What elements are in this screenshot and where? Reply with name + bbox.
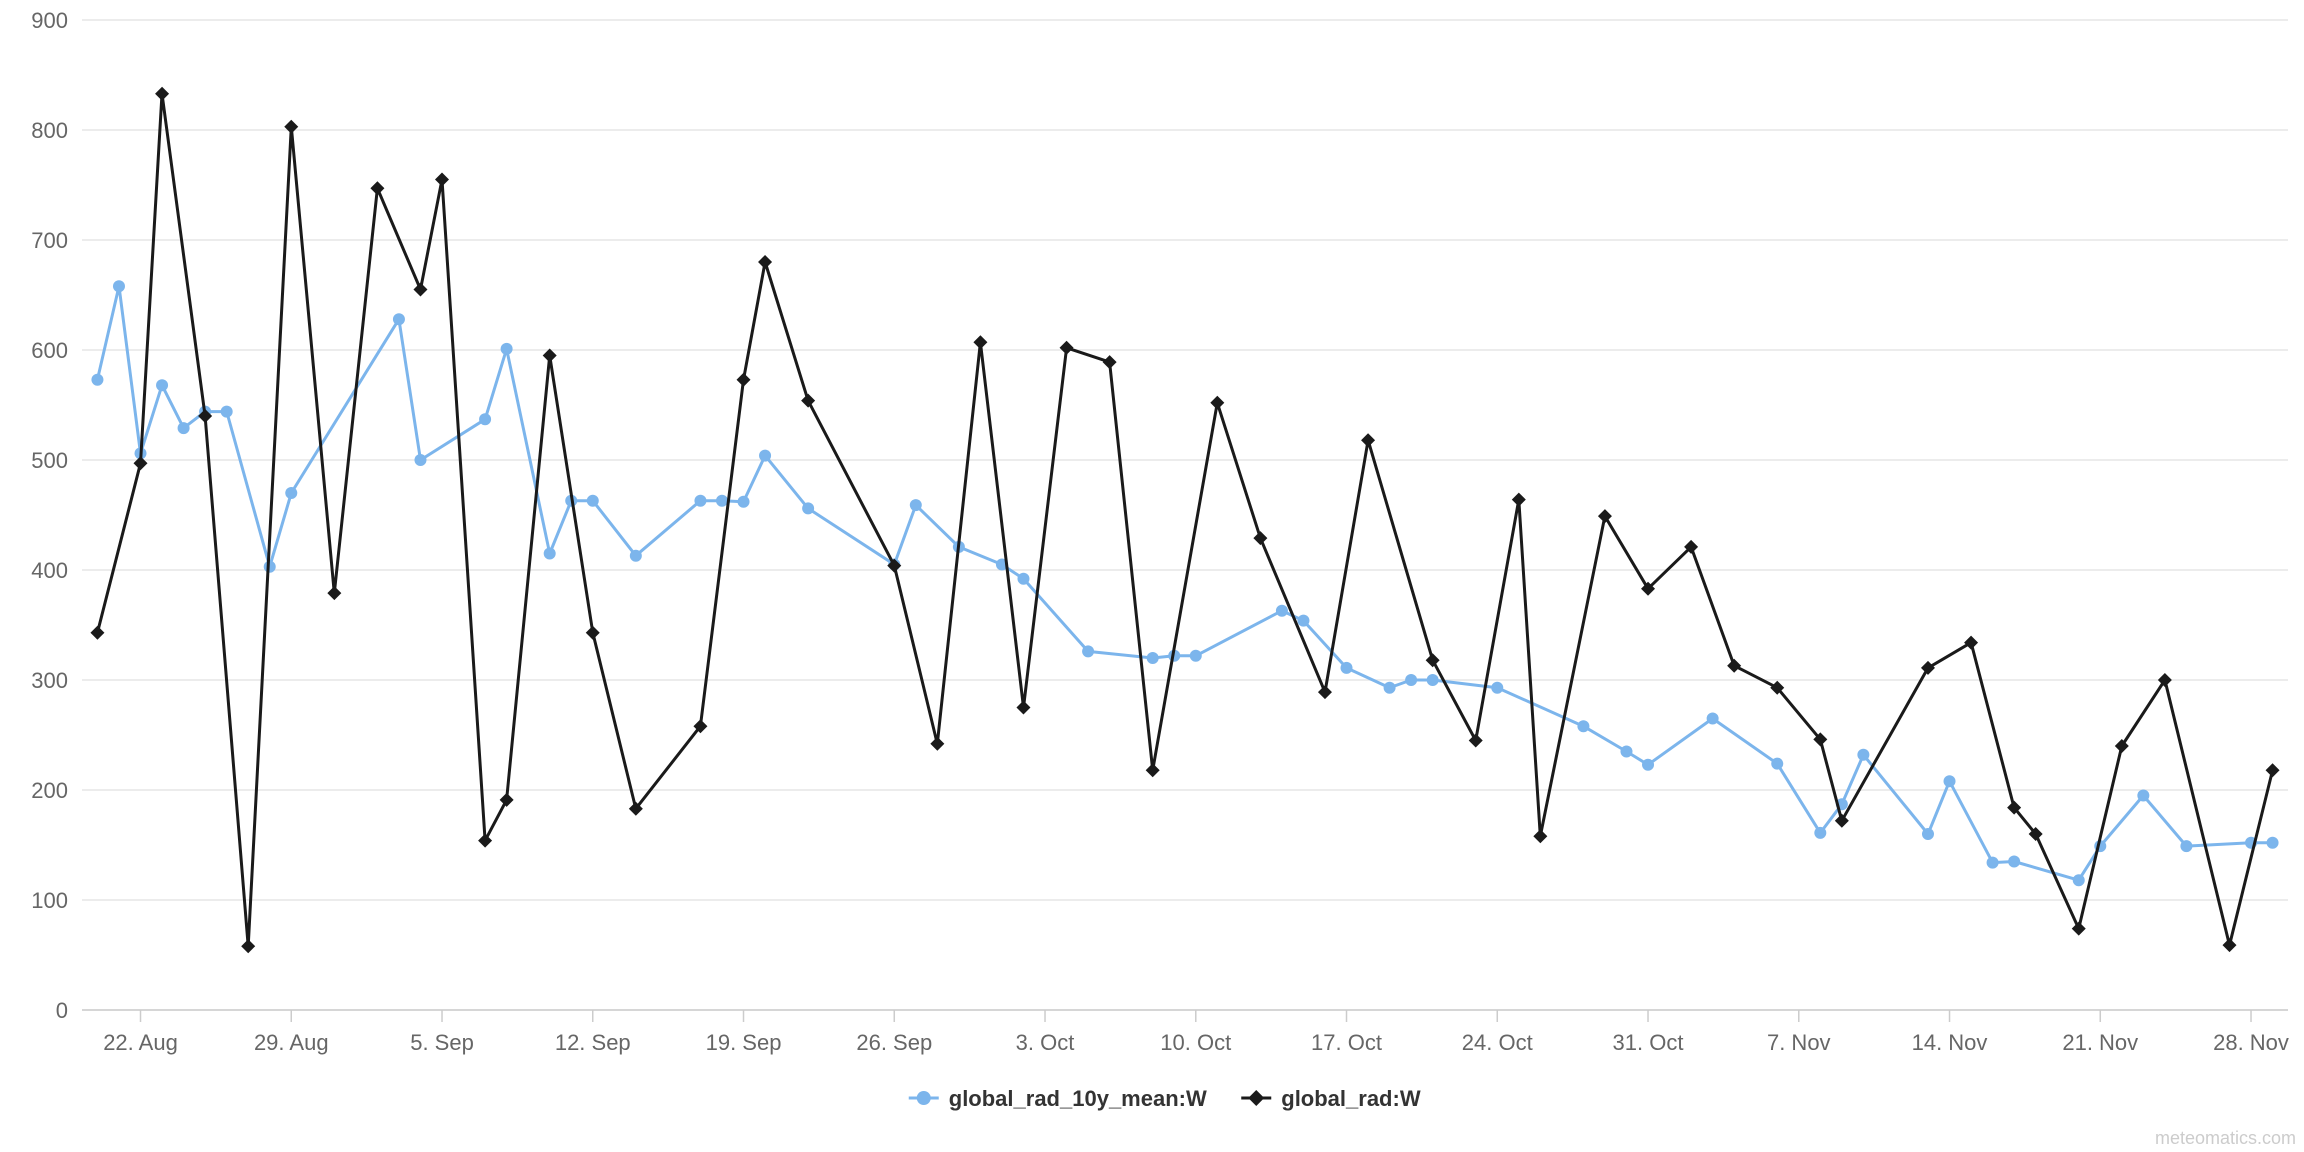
data-point[interactable] <box>1341 662 1353 674</box>
x-tick-label: 31. Oct <box>1613 1030 1684 1055</box>
x-tick-label: 3. Oct <box>1016 1030 1075 1055</box>
legend-item[interactable]: global_rad_10y_mean:W <box>909 1086 1207 1111</box>
data-point[interactable] <box>2008 856 2020 868</box>
data-point[interactable] <box>1620 746 1632 758</box>
data-point[interactable] <box>630 550 642 562</box>
chart-svg: 0 100 200 300 400 500 600 700 800 900 22. Aug 29. A… <box>0 0 2304 1152</box>
data-point[interactable] <box>501 343 513 355</box>
data-point[interactable] <box>1405 674 1417 686</box>
y-tick-label: 0 <box>56 998 68 1023</box>
x-tick-label: 19. Sep <box>706 1030 782 1055</box>
data-point[interactable] <box>1577 720 1589 732</box>
x-tick-label: 10. Oct <box>1160 1030 1231 1055</box>
data-point[interactable] <box>1707 713 1719 725</box>
y-tick-label: 600 <box>31 338 68 363</box>
x-tick-label: 22. Aug <box>103 1030 178 1055</box>
data-point[interactable] <box>544 548 556 560</box>
y-tick-label: 900 <box>31 8 68 33</box>
data-point[interactable] <box>393 313 405 325</box>
data-point[interactable] <box>178 422 190 434</box>
data-point[interactable] <box>1297 615 1309 627</box>
data-point[interactable] <box>1491 682 1503 694</box>
x-tick-label: 7. Nov <box>1767 1030 1831 1055</box>
legend-label: global_rad_10y_mean:W <box>949 1086 1207 1111</box>
x-tick-label: 12. Sep <box>555 1030 631 1055</box>
data-point[interactable] <box>1017 573 1029 585</box>
data-point[interactable] <box>1082 645 1094 657</box>
x-tick-label: 29. Aug <box>254 1030 329 1055</box>
data-point[interactable] <box>802 502 814 514</box>
data-point[interactable] <box>414 454 426 466</box>
legend-label: global_rad:W <box>1281 1086 1421 1111</box>
chart-container: 0 100 200 300 400 500 600 700 800 900 22. Aug 29. A… <box>0 0 2304 1152</box>
data-point[interactable] <box>738 496 750 508</box>
data-point[interactable] <box>221 406 233 418</box>
legend: global_rad_10y_mean:W global_rad:W <box>909 1086 1421 1111</box>
x-tick-label: 26. Sep <box>856 1030 932 1055</box>
data-point[interactable] <box>917 1091 931 1105</box>
y-tick-label: 300 <box>31 668 68 693</box>
data-point[interactable] <box>91 374 103 386</box>
x-tick-label: 17. Oct <box>1311 1030 1382 1055</box>
x-tick-label: 14. Nov <box>1912 1030 1988 1055</box>
y-tick-label: 500 <box>31 448 68 473</box>
data-point[interactable] <box>2267 837 2279 849</box>
data-point[interactable] <box>759 450 771 462</box>
y-tick-label: 400 <box>31 558 68 583</box>
data-point[interactable] <box>2073 874 2085 886</box>
watermark: meteomatics.com <box>2155 1128 2296 1148</box>
data-point[interactable] <box>285 487 297 499</box>
y-tick-label: 700 <box>31 228 68 253</box>
data-point[interactable] <box>479 413 491 425</box>
data-point[interactable] <box>694 495 706 507</box>
data-point[interactable] <box>1190 650 1202 662</box>
x-tick-label: 21. Nov <box>2062 1030 2138 1055</box>
data-point[interactable] <box>1922 828 1934 840</box>
data-point[interactable] <box>1771 758 1783 770</box>
data-point[interactable] <box>1427 674 1439 686</box>
x-tick-label: 28. Nov <box>2213 1030 2289 1055</box>
data-point[interactable] <box>1147 652 1159 664</box>
data-point[interactable] <box>1814 827 1826 839</box>
x-tick-label: 24. Oct <box>1462 1030 1533 1055</box>
data-point[interactable] <box>2180 840 2192 852</box>
data-point[interactable] <box>1384 682 1396 694</box>
data-point[interactable] <box>587 495 599 507</box>
data-point[interactable] <box>910 499 922 511</box>
data-point[interactable] <box>1276 605 1288 617</box>
data-point[interactable] <box>1642 759 1654 771</box>
data-point[interactable] <box>2137 790 2149 802</box>
y-tick-label: 200 <box>31 778 68 803</box>
data-point[interactable] <box>716 495 728 507</box>
data-point[interactable] <box>1944 775 1956 787</box>
y-tick-label: 100 <box>31 888 68 913</box>
data-point[interactable] <box>1987 857 1999 869</box>
y-tick-label: 800 <box>31 118 68 143</box>
x-tick-label: 5. Sep <box>410 1030 474 1055</box>
data-point[interactable] <box>156 379 168 391</box>
data-point[interactable] <box>113 280 125 292</box>
data-point[interactable] <box>1857 749 1869 761</box>
